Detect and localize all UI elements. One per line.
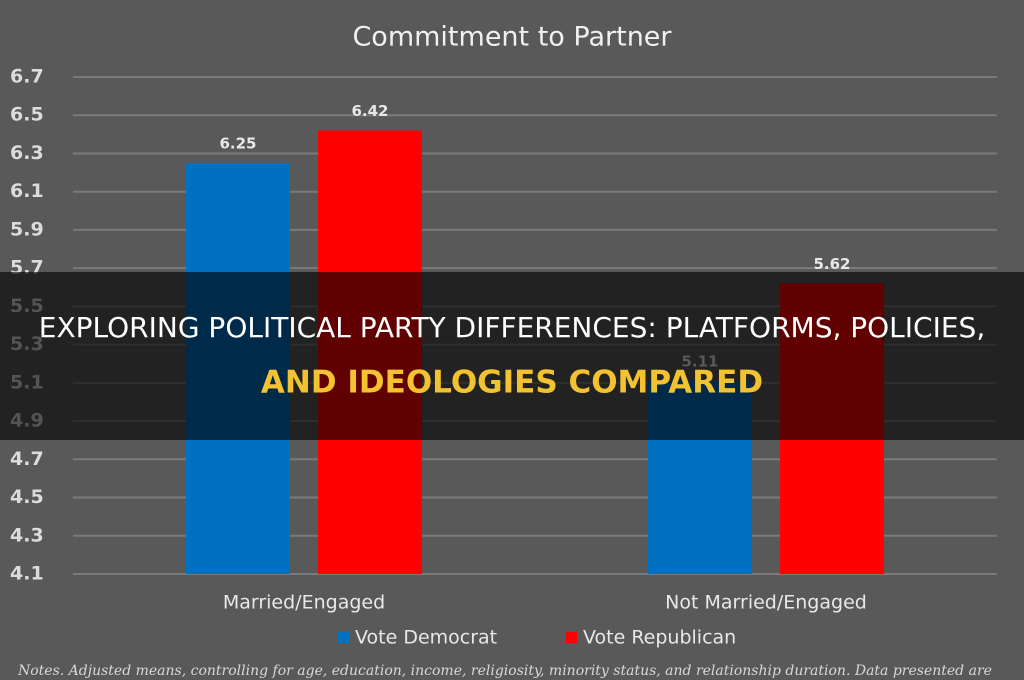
value-label: 6.42	[351, 102, 388, 120]
notes: Notes. Adjusted means, controlling for a…	[17, 663, 992, 679]
legend-swatch	[338, 632, 349, 643]
y-tick-label: 6.3	[10, 142, 44, 164]
value-label: 5.62	[813, 255, 850, 273]
banner	[0, 272, 1024, 440]
y-tick-label: 6.5	[10, 104, 44, 126]
y-tick-label: 5.9	[10, 218, 44, 240]
y-tick-label: 4.3	[10, 524, 44, 546]
chart-title: Commitment to Partner	[352, 22, 672, 53]
value-label: 6.25	[219, 135, 256, 153]
y-tick-label: 4.5	[10, 486, 44, 508]
banner-line: AND IDEOLOGIES COMPARED	[261, 365, 763, 401]
x-tick-label: Not Married/Engaged	[665, 592, 867, 614]
y-tick-label: 6.1	[10, 180, 44, 202]
y-tick-label: 6.7	[10, 66, 44, 88]
legend-label: Vote Democrat	[355, 627, 497, 649]
y-tick-label: 4.1	[10, 563, 44, 585]
x-tick-label: Married/Engaged	[223, 592, 385, 614]
legend-label: Vote Republican	[583, 627, 736, 649]
y-tick-label: 4.7	[10, 448, 44, 470]
legend-swatch	[566, 632, 577, 643]
banner-line: EXPLORING POLITICAL PARTY DIFFERENCES: P…	[39, 311, 985, 344]
